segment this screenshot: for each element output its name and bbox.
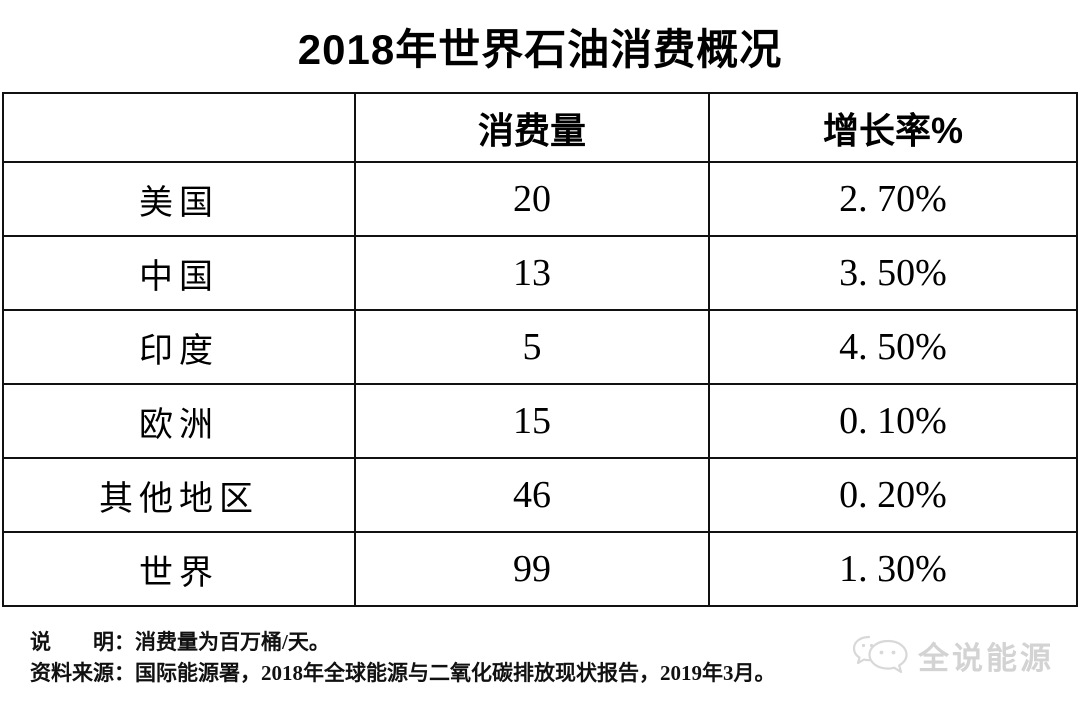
source-line: 资料来源：国际能源署，2018年全球能源与二氧化碳排放现状报告，2019年3月。 [30,661,776,685]
table-row-world: 世界 99 1. 30% [2,531,1078,607]
table-row-europe: 欧洲 15 0. 10% [2,383,1078,459]
region-label: 其他地区 [2,457,356,533]
region-label: 中国 [2,235,356,311]
growth-value: 0. 20% [708,457,1078,533]
watermark: 全说能源 [852,632,1054,678]
growth-value: 0. 10% [708,383,1078,459]
region-label: 欧洲 [2,383,356,459]
region-label: 印度 [2,309,356,385]
page-title: 2018年世界石油消费概况 [297,26,783,73]
table-row-china: 中国 13 3. 50% [2,235,1078,311]
wechat-bubbles-icon [852,632,910,678]
footnotes: 说 明：消费量为百万桶/天。 资料来源：国际能源署，2018年全球能源与二氧化碳… [30,627,776,689]
region-label: 世界 [2,531,356,607]
growth-value: 4. 50% [708,309,1078,385]
table-row-india: 印度 5 4. 50% [2,309,1078,385]
header-consumption: 消费量 [354,92,710,163]
consumption-value: 13 [354,235,710,311]
consumption-value: 5 [354,309,710,385]
table-row-other-regions: 其他地区 46 0. 20% [2,457,1078,533]
consumption-value: 46 [354,457,710,533]
oil-consumption-table: 消费量 增长率% 美国 20 2. 70% 中国 13 3. 50% 印度 5 … [2,92,1078,607]
region-label: 美国 [2,161,356,237]
growth-value: 2. 70% [708,161,1078,237]
consumption-value: 20 [354,161,710,237]
note-line: 说 明：消费量为百万桶/天。 [30,630,330,654]
header-region-blank [2,92,356,163]
consumption-value: 15 [354,383,710,459]
table-header-row: 消费量 增长率% [2,92,1078,163]
watermark-label: 全说能源 [918,640,1054,676]
header-growth-rate: 增长率% [708,92,1078,163]
growth-value: 3. 50% [708,235,1078,311]
growth-value: 1. 30% [708,531,1078,607]
consumption-value: 99 [354,531,710,607]
table-row-usa: 美国 20 2. 70% [2,161,1078,237]
